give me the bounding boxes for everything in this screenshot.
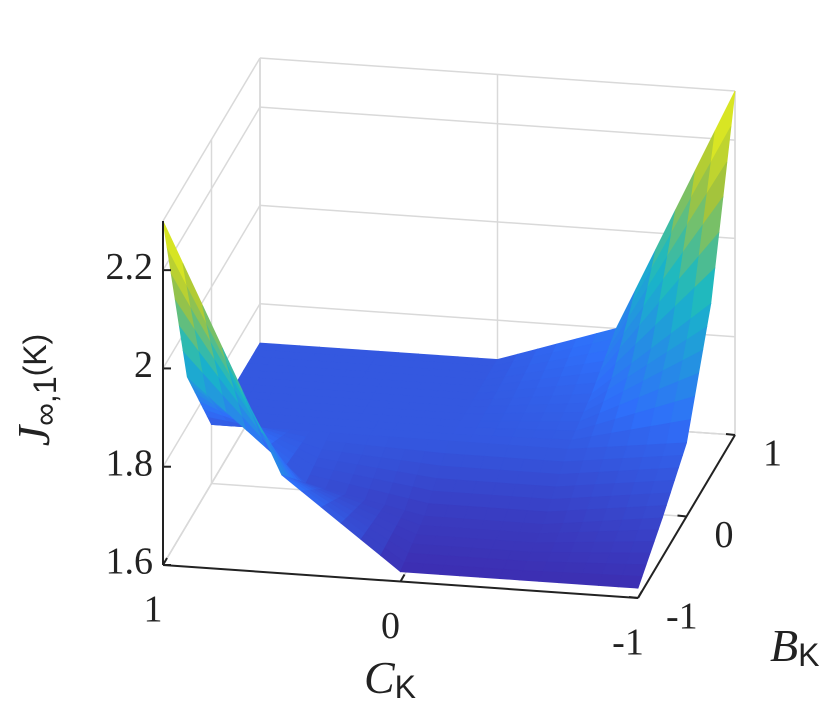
z-label-sub: ∞,1 — [27, 376, 63, 426]
z-tick-label: 1.8 — [106, 442, 154, 484]
y-tick — [628, 596, 639, 599]
x-tick — [162, 557, 168, 566]
y-tick-label: 1 — [763, 433, 782, 475]
y-axis-label: BK — [770, 620, 819, 674]
surface-patch — [633, 529, 659, 543]
x-tick-label: 0 — [381, 605, 400, 647]
x-tick-label: 1 — [144, 589, 163, 631]
x-label-sub: K — [395, 669, 416, 705]
surface — [162, 90, 736, 589]
y-tick-label: 0 — [715, 514, 734, 556]
surface-patch — [629, 540, 655, 554]
z-label-unit: (K) — [17, 334, 53, 377]
surface-patch — [658, 454, 684, 470]
surface-patch — [649, 479, 675, 495]
surface-patch — [617, 575, 643, 589]
z-label-main: J — [8, 423, 59, 446]
y-tick — [677, 514, 687, 518]
x-label-main: C — [364, 652, 396, 703]
y-label-sub: K — [798, 637, 819, 673]
surface-patch — [641, 504, 667, 520]
surface-patch — [637, 517, 663, 531]
surface-patch — [654, 467, 679, 482]
z-axis-label: J∞,1(K) — [8, 334, 64, 447]
z-tick-label: 2 — [134, 344, 153, 386]
surface-patch — [625, 552, 651, 566]
surface-patch — [621, 563, 647, 577]
y-label-main: B — [770, 620, 798, 671]
y-tick-label: -1 — [666, 596, 698, 638]
x-tick — [637, 590, 643, 599]
x-axis-label: CK — [364, 652, 416, 706]
z-tick-label: 1.6 — [106, 541, 154, 583]
surface-patch — [662, 442, 688, 457]
x-tick-label: -1 — [612, 622, 644, 664]
surface-patch — [645, 492, 671, 507]
z-tick-label: 2.2 — [106, 246, 154, 288]
axes: 1.61.822.2-101 -101 — [106, 221, 782, 664]
x-tick — [399, 574, 406, 582]
y-tick — [725, 433, 736, 436]
